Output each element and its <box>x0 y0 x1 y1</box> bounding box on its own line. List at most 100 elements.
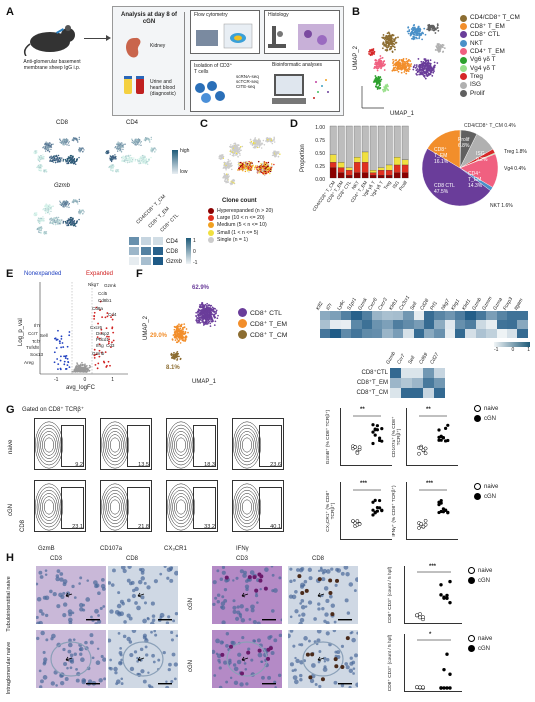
feature-point <box>83 149 85 151</box>
point-cgn <box>380 427 384 431</box>
feature-point <box>130 160 133 163</box>
umap-point <box>425 67 428 70</box>
umap-f-point <box>207 314 210 316</box>
umap-point <box>437 29 440 32</box>
feature-point <box>72 218 74 221</box>
f-heat-cell <box>455 311 466 320</box>
f-heat-cell <box>340 329 352 338</box>
stat-ylabel: IFNγ⁺ (% CD8⁺ TCRβ⁺) <box>392 485 397 537</box>
point-cgn <box>371 430 375 434</box>
legend-swatch <box>460 39 467 47</box>
f-heat-cell <box>371 329 383 338</box>
volcano-point-up <box>98 349 101 352</box>
clone-point <box>226 162 228 164</box>
umap-point <box>422 61 425 64</box>
volcano-point <box>85 371 88 373</box>
f-heat-cell <box>403 329 414 338</box>
d-ytick: 0.00 <box>315 177 325 183</box>
feature-point <box>116 143 118 146</box>
feature-point <box>109 157 111 159</box>
clone-point <box>238 165 240 167</box>
point-cgn <box>375 424 379 428</box>
f-heat-cell <box>330 311 341 320</box>
feature-point <box>56 220 58 223</box>
feature-point <box>150 136 152 139</box>
d-ytick: 0.75 <box>315 138 325 144</box>
feature-point <box>124 161 127 163</box>
flow-plot: 13.5 <box>100 418 152 470</box>
umap-f-point <box>173 333 176 336</box>
umap-f-point <box>183 333 185 336</box>
feature-point <box>64 205 66 208</box>
volcano-point <box>73 369 75 371</box>
feature-point <box>57 154 60 157</box>
volcano-point-up <box>98 355 101 358</box>
flow-value: 40.1 <box>270 524 281 530</box>
flow-value: 18.3 <box>204 462 215 468</box>
umap-point <box>396 69 398 72</box>
gene-label: Nkg7 <box>88 282 99 287</box>
f-heat-cell <box>330 320 341 329</box>
feature-title-cd8: CD8 <box>56 120 69 126</box>
volcano-point-up <box>98 337 101 340</box>
f-heat-cell <box>392 311 404 320</box>
umap-point <box>404 66 407 69</box>
histology-image <box>212 630 282 688</box>
feature-point <box>116 146 118 148</box>
umap-f-point <box>178 339 180 342</box>
clone-point <box>242 169 244 172</box>
feature-point <box>79 151 81 153</box>
feature-point <box>66 162 68 165</box>
feature-point <box>53 217 55 220</box>
feature-point <box>125 155 127 158</box>
umap-point <box>419 71 422 74</box>
feature-point <box>66 139 69 141</box>
feature-point <box>60 141 63 144</box>
feature-point <box>64 141 66 143</box>
feature-point <box>40 169 43 172</box>
umap-f-point <box>207 316 210 318</box>
umap-f-point <box>183 323 186 325</box>
flow-contour <box>166 421 196 469</box>
feature-point <box>44 147 46 150</box>
feature-point <box>139 142 142 144</box>
clone-point <box>231 168 233 171</box>
feature-point <box>114 146 117 148</box>
clone-point <box>249 139 252 141</box>
umap-point <box>371 49 374 52</box>
clone-point <box>239 154 241 156</box>
umap-f-point <box>176 334 179 337</box>
d-yticks: 1.00 0.75 0.50 0.25 0.00 <box>309 122 325 187</box>
feature-point <box>78 218 80 221</box>
f-heat-cell <box>434 329 445 338</box>
umap-f-point <box>175 356 178 358</box>
umap-point <box>385 41 387 44</box>
feature-point <box>127 155 130 158</box>
clone-point <box>244 168 247 170</box>
clone-point <box>257 138 260 141</box>
umap-point <box>403 61 406 63</box>
f-heat-cell <box>382 311 393 320</box>
umap-point <box>431 27 434 30</box>
feature-point <box>48 144 50 146</box>
feature-point <box>50 219 52 222</box>
feature-point <box>140 144 142 147</box>
h-col-label: CD3 <box>236 556 249 562</box>
feature-point <box>63 138 65 140</box>
gene-label: Ifng <box>96 343 104 348</box>
clone-legend-label: Small (1 < n <= 5) <box>217 229 259 236</box>
f-scale-tick: 0 <box>511 347 515 353</box>
clone-point <box>245 161 248 164</box>
feature-point <box>47 210 50 212</box>
clone-point <box>224 161 227 164</box>
umap-point <box>436 23 439 26</box>
feature-point <box>38 156 41 159</box>
point-cgn <box>445 652 449 656</box>
bar-segment <box>385 164 393 171</box>
umap-point <box>423 65 426 68</box>
legend-label: CD8⁺ T_EM <box>470 22 505 30</box>
feature-point <box>72 156 74 159</box>
umap-point <box>399 65 401 67</box>
umap-point <box>423 72 426 75</box>
legend-f-label: CD8⁺ CTL <box>250 309 282 317</box>
